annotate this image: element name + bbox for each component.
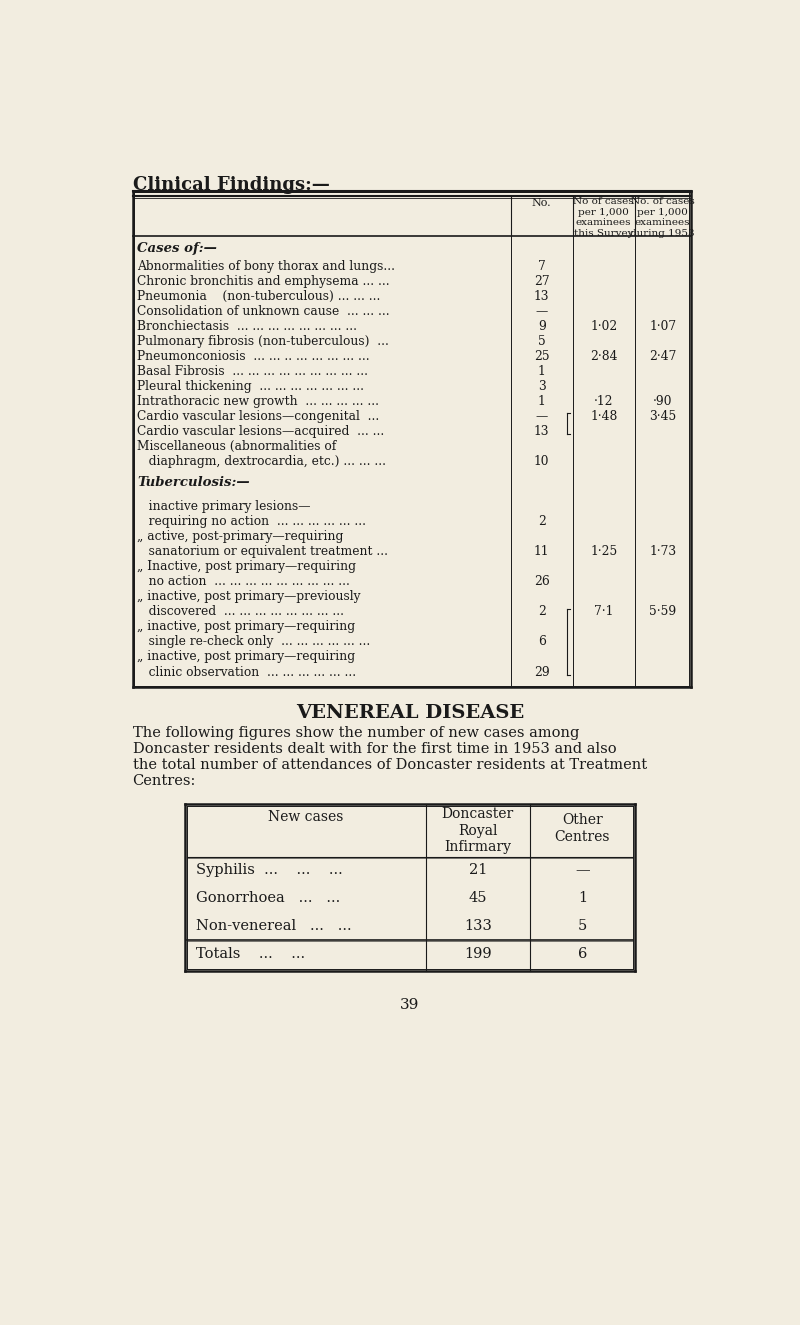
Text: Intrathoracic new growth  ... ... ... ... ...: Intrathoracic new growth ... ... ... ...… [138, 395, 379, 408]
Text: discovered  ... ... ... ... ... ... ... ...: discovered ... ... ... ... ... ... ... .… [138, 606, 344, 619]
Text: no action  ... ... ... ... ... ... ... ... ...: no action ... ... ... ... ... ... ... ..… [138, 575, 350, 588]
Text: Totals    ...    ...: Totals ... ... [196, 946, 306, 961]
Text: Gonorrhoea   ...   ...: Gonorrhoea ... ... [196, 892, 340, 905]
Text: —: — [536, 409, 548, 423]
Text: 13: 13 [534, 425, 550, 437]
Text: 3·45: 3·45 [649, 409, 676, 423]
Text: diaphragm, dextrocardia, etc.) ... ... ...: diaphragm, dextrocardia, etc.) ... ... .… [138, 454, 386, 468]
Text: 5·59: 5·59 [649, 606, 676, 619]
Text: 2: 2 [538, 606, 546, 619]
Text: the total number of attendances of Doncaster residents at Treatment: the total number of attendances of Donca… [133, 758, 646, 772]
Text: Cases of:—: Cases of:— [138, 241, 217, 254]
Text: 10: 10 [534, 454, 550, 468]
Text: VENEREAL DISEASE: VENEREAL DISEASE [296, 704, 524, 722]
Text: Chronic bronchitis and emphysema ... ...: Chronic bronchitis and emphysema ... ... [138, 274, 390, 288]
Text: „ active, post-primary—requiring: „ active, post-primary—requiring [138, 530, 343, 543]
Text: 6: 6 [578, 946, 587, 961]
Text: 7: 7 [538, 260, 546, 273]
Text: requiring no action  ... ... ... ... ... ...: requiring no action ... ... ... ... ... … [138, 515, 366, 529]
Text: Pulmonary fibrosis (non-tuberculous)  ...: Pulmonary fibrosis (non-tuberculous) ... [138, 335, 389, 347]
Text: Doncaster
Royal
Infirmary: Doncaster Royal Infirmary [442, 807, 514, 853]
Text: 1·07: 1·07 [649, 319, 676, 333]
Text: —: — [575, 864, 590, 877]
Text: 25: 25 [534, 350, 550, 363]
Text: 5: 5 [538, 335, 546, 347]
Text: Consolidation of unknown cause  ... ... ...: Consolidation of unknown cause ... ... .… [138, 305, 390, 318]
Text: 1·25: 1·25 [590, 546, 618, 558]
Text: inactive primary lesions—: inactive primary lesions— [138, 501, 310, 513]
Text: ·12: ·12 [594, 395, 614, 408]
Text: 2: 2 [538, 515, 546, 529]
Text: 2·84: 2·84 [590, 350, 618, 363]
Text: 1: 1 [578, 892, 587, 905]
Text: Pneumonconiosis  ... ... .. ... ... ... ... ...: Pneumonconiosis ... ... .. ... ... ... .… [138, 350, 370, 363]
Text: 11: 11 [534, 546, 550, 558]
Text: 39: 39 [400, 998, 420, 1011]
Text: Centres:: Centres: [133, 774, 196, 788]
Text: No of cases
per 1,000
examinees
this Survey: No of cases per 1,000 examinees this Sur… [574, 197, 634, 237]
Text: Miscellaneous (abnormalities of: Miscellaneous (abnormalities of [138, 440, 337, 453]
Text: „ inactive, post primary—requiring: „ inactive, post primary—requiring [138, 651, 355, 664]
Text: No. of cases
per 1,000
examinees
during 1953: No. of cases per 1,000 examinees during … [630, 197, 695, 237]
Text: Non-venereal   ...   ...: Non-venereal ... ... [196, 920, 352, 933]
Text: 5: 5 [578, 920, 587, 933]
Text: 21: 21 [469, 864, 487, 877]
Text: 6: 6 [538, 636, 546, 648]
Text: 9: 9 [538, 319, 546, 333]
Text: 1·02: 1·02 [590, 319, 618, 333]
Text: Bronchiectasis  ... ... ... ... ... ... ... ...: Bronchiectasis ... ... ... ... ... ... .… [138, 319, 357, 333]
Text: Syphilis  ...    ...    ...: Syphilis ... ... ... [196, 864, 343, 877]
Text: 199: 199 [464, 946, 492, 961]
Text: 2·47: 2·47 [649, 350, 676, 363]
Text: No.: No. [532, 197, 551, 208]
Text: Pneumonia    (non-tuberculous) ... ... ...: Pneumonia (non-tuberculous) ... ... ... [138, 290, 381, 302]
Text: sanatorium or equivalent treatment ...: sanatorium or equivalent treatment ... [138, 546, 388, 558]
Text: Cardio vascular lesions—congenital  ...: Cardio vascular lesions—congenital ... [138, 409, 379, 423]
Text: 26: 26 [534, 575, 550, 588]
Text: 3: 3 [538, 380, 546, 392]
Text: New cases: New cases [268, 811, 343, 824]
Text: Abnormalities of bony thorax and lungs...: Abnormalities of bony thorax and lungs..… [138, 260, 395, 273]
Text: 1·73: 1·73 [649, 546, 676, 558]
Text: Clinical Findings:—: Clinical Findings:— [133, 176, 330, 193]
Text: Other
Centres: Other Centres [554, 814, 610, 844]
Text: Tuberculosis:—: Tuberculosis:— [138, 476, 250, 489]
Text: „ Inactive, post primary—requiring: „ Inactive, post primary—requiring [138, 560, 356, 574]
Text: The following figures show the number of new cases among: The following figures show the number of… [133, 726, 579, 739]
Text: 27: 27 [534, 274, 550, 288]
Text: —: — [536, 305, 548, 318]
Text: Basal Fibrosis  ... ... ... ... ... ... ... ... ...: Basal Fibrosis ... ... ... ... ... ... .… [138, 364, 368, 378]
Text: Doncaster residents dealt with for the first time in 1953 and also: Doncaster residents dealt with for the f… [133, 742, 616, 755]
Text: ·90: ·90 [653, 395, 672, 408]
Text: 7·1: 7·1 [594, 606, 614, 619]
Text: single re-check only  ... ... ... ... ... ...: single re-check only ... ... ... ... ...… [138, 636, 370, 648]
Text: Cardio vascular lesions—acquired  ... ...: Cardio vascular lesions—acquired ... ... [138, 425, 385, 437]
Text: 133: 133 [464, 920, 492, 933]
Text: 29: 29 [534, 665, 550, 678]
Text: 45: 45 [469, 892, 487, 905]
Text: 1·48: 1·48 [590, 409, 618, 423]
Text: 13: 13 [534, 290, 550, 302]
Text: 1: 1 [538, 395, 546, 408]
Text: Pleural thickening  ... ... ... ... ... ... ...: Pleural thickening ... ... ... ... ... .… [138, 380, 364, 392]
Text: „ inactive, post primary—requiring: „ inactive, post primary—requiring [138, 620, 355, 633]
Text: clinic observation  ... ... ... ... ... ...: clinic observation ... ... ... ... ... .… [138, 665, 356, 678]
Text: „ inactive, post primary—previously: „ inactive, post primary—previously [138, 591, 361, 603]
Text: 1: 1 [538, 364, 546, 378]
